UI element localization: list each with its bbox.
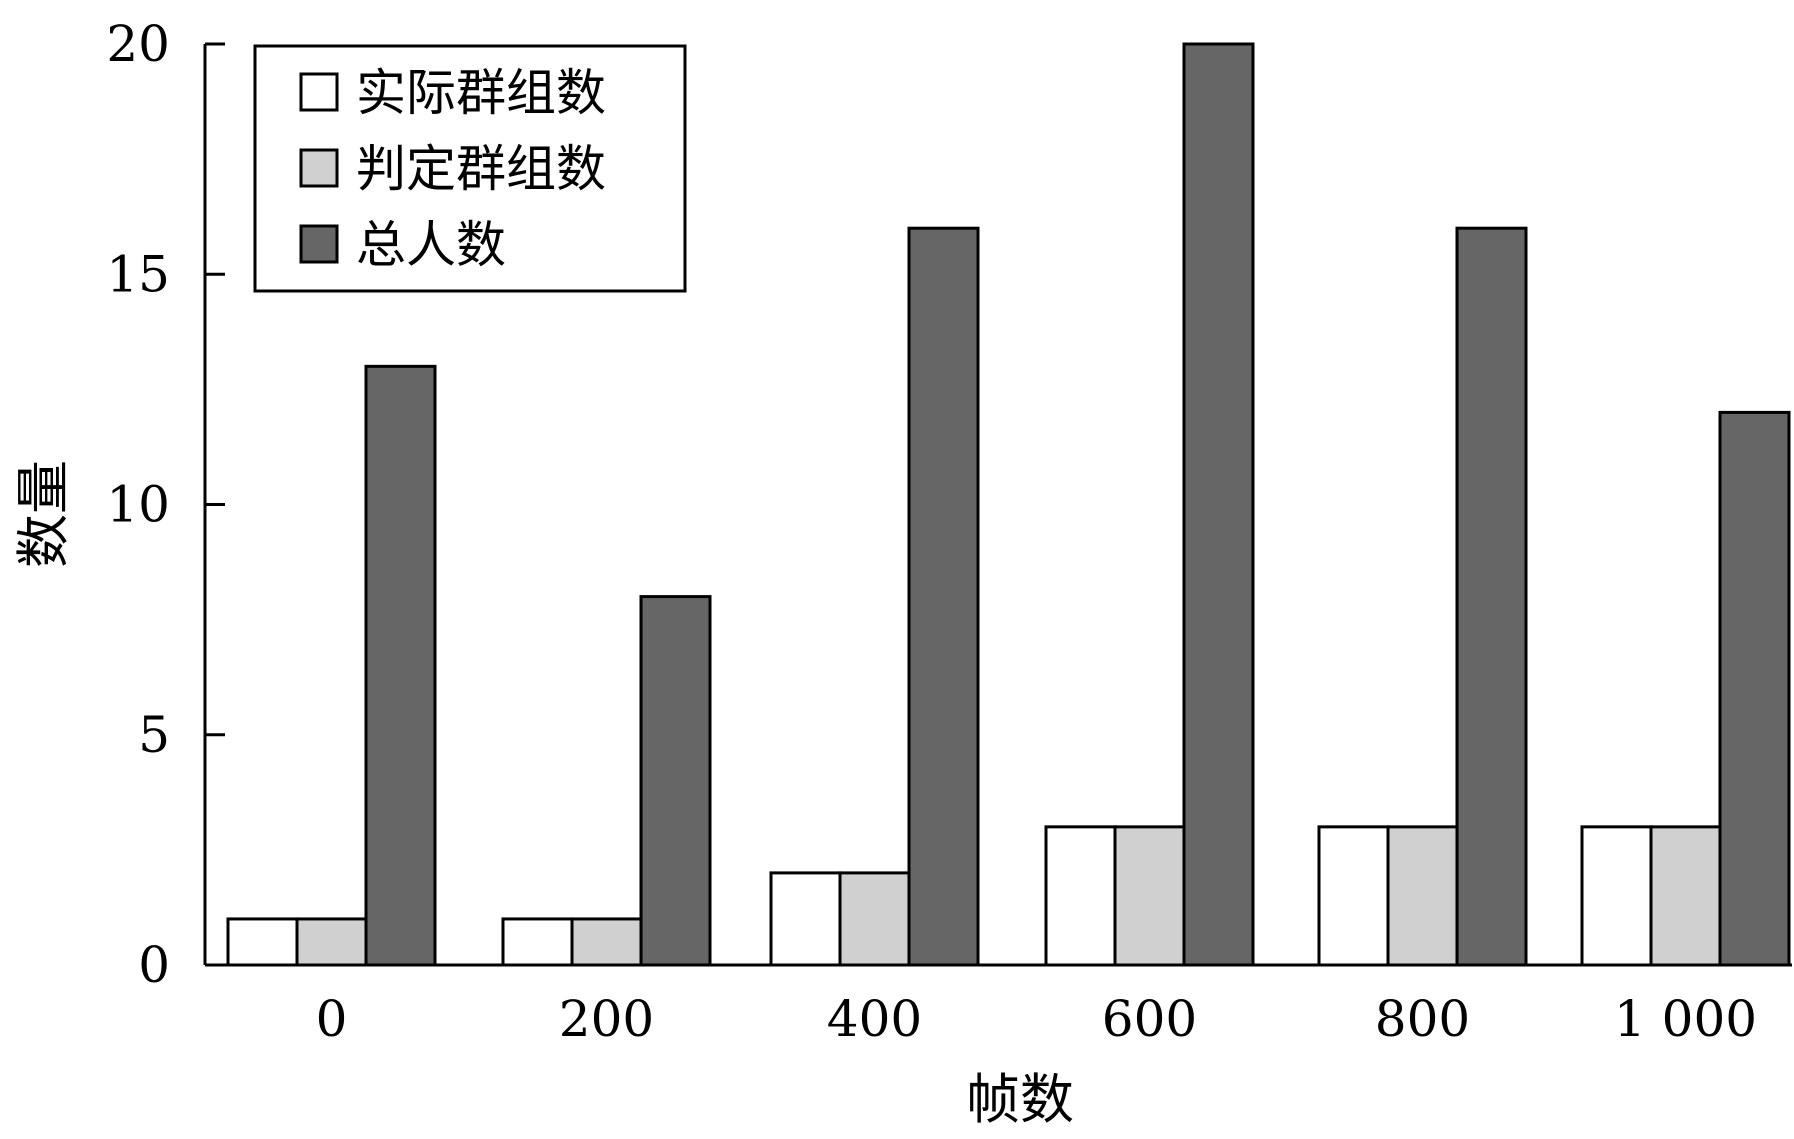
bar-series-0-cat-3: [1044, 825, 1117, 967]
bar-series-2-cat-0: [364, 364, 437, 967]
legend-label-1: 判定群组数: [356, 140, 606, 198]
bar-series-1-cat-5: [1649, 825, 1722, 967]
bar-series-0-cat-2: [769, 871, 842, 967]
bar-series-1-cat-2: [838, 871, 911, 967]
bar-series-2-cat-1: [639, 595, 712, 967]
legend-label-0: 实际群组数: [356, 64, 606, 122]
x-tick-label: 1 000: [1614, 990, 1757, 1048]
y-tick-label: 10: [106, 476, 170, 534]
x-tick-label: 0: [316, 990, 348, 1048]
y-tick-label: 0: [138, 936, 170, 994]
bar-series-0-cat-0: [226, 917, 299, 967]
legend-label-2: 总人数: [356, 216, 506, 274]
bars-layer: [226, 42, 1791, 967]
bar-series-0-cat-4: [1317, 825, 1390, 967]
bar-series-2-cat-3: [1182, 42, 1255, 967]
bar-series-1-cat-1: [570, 917, 643, 967]
bar-series-1-cat-4: [1386, 825, 1459, 967]
bar-series-2-cat-2: [907, 226, 980, 967]
y-tick-label: 5: [138, 706, 170, 764]
bar-series-1-cat-0: [295, 917, 368, 967]
y-ticks: 0 5 10 15 20: [106, 15, 225, 994]
x-ticks: 0 200 400 600 800 1 000: [316, 990, 1757, 1048]
bar-series-1-cat-3: [1113, 825, 1186, 967]
bar-series-0-cat-5: [1580, 825, 1653, 967]
x-tick-label: 400: [827, 990, 922, 1048]
bar-series-2-cat-5: [1718, 410, 1791, 967]
bar-series-0-cat-1: [501, 917, 574, 967]
x-tick-label: 600: [1102, 990, 1197, 1048]
legend-swatch-2: [299, 224, 339, 264]
y-axis-title: 数量: [12, 460, 75, 568]
y-tick-label: 20: [106, 15, 170, 73]
legend-swatch-1: [299, 148, 339, 188]
x-tick-label: 200: [559, 990, 654, 1048]
x-axis-title: 帧数: [966, 1068, 1074, 1131]
y-tick-label: 15: [106, 245, 170, 303]
x-tick-label: 800: [1375, 990, 1470, 1048]
legend-swatch-0: [299, 72, 339, 112]
bar-series-2-cat-4: [1455, 226, 1528, 967]
